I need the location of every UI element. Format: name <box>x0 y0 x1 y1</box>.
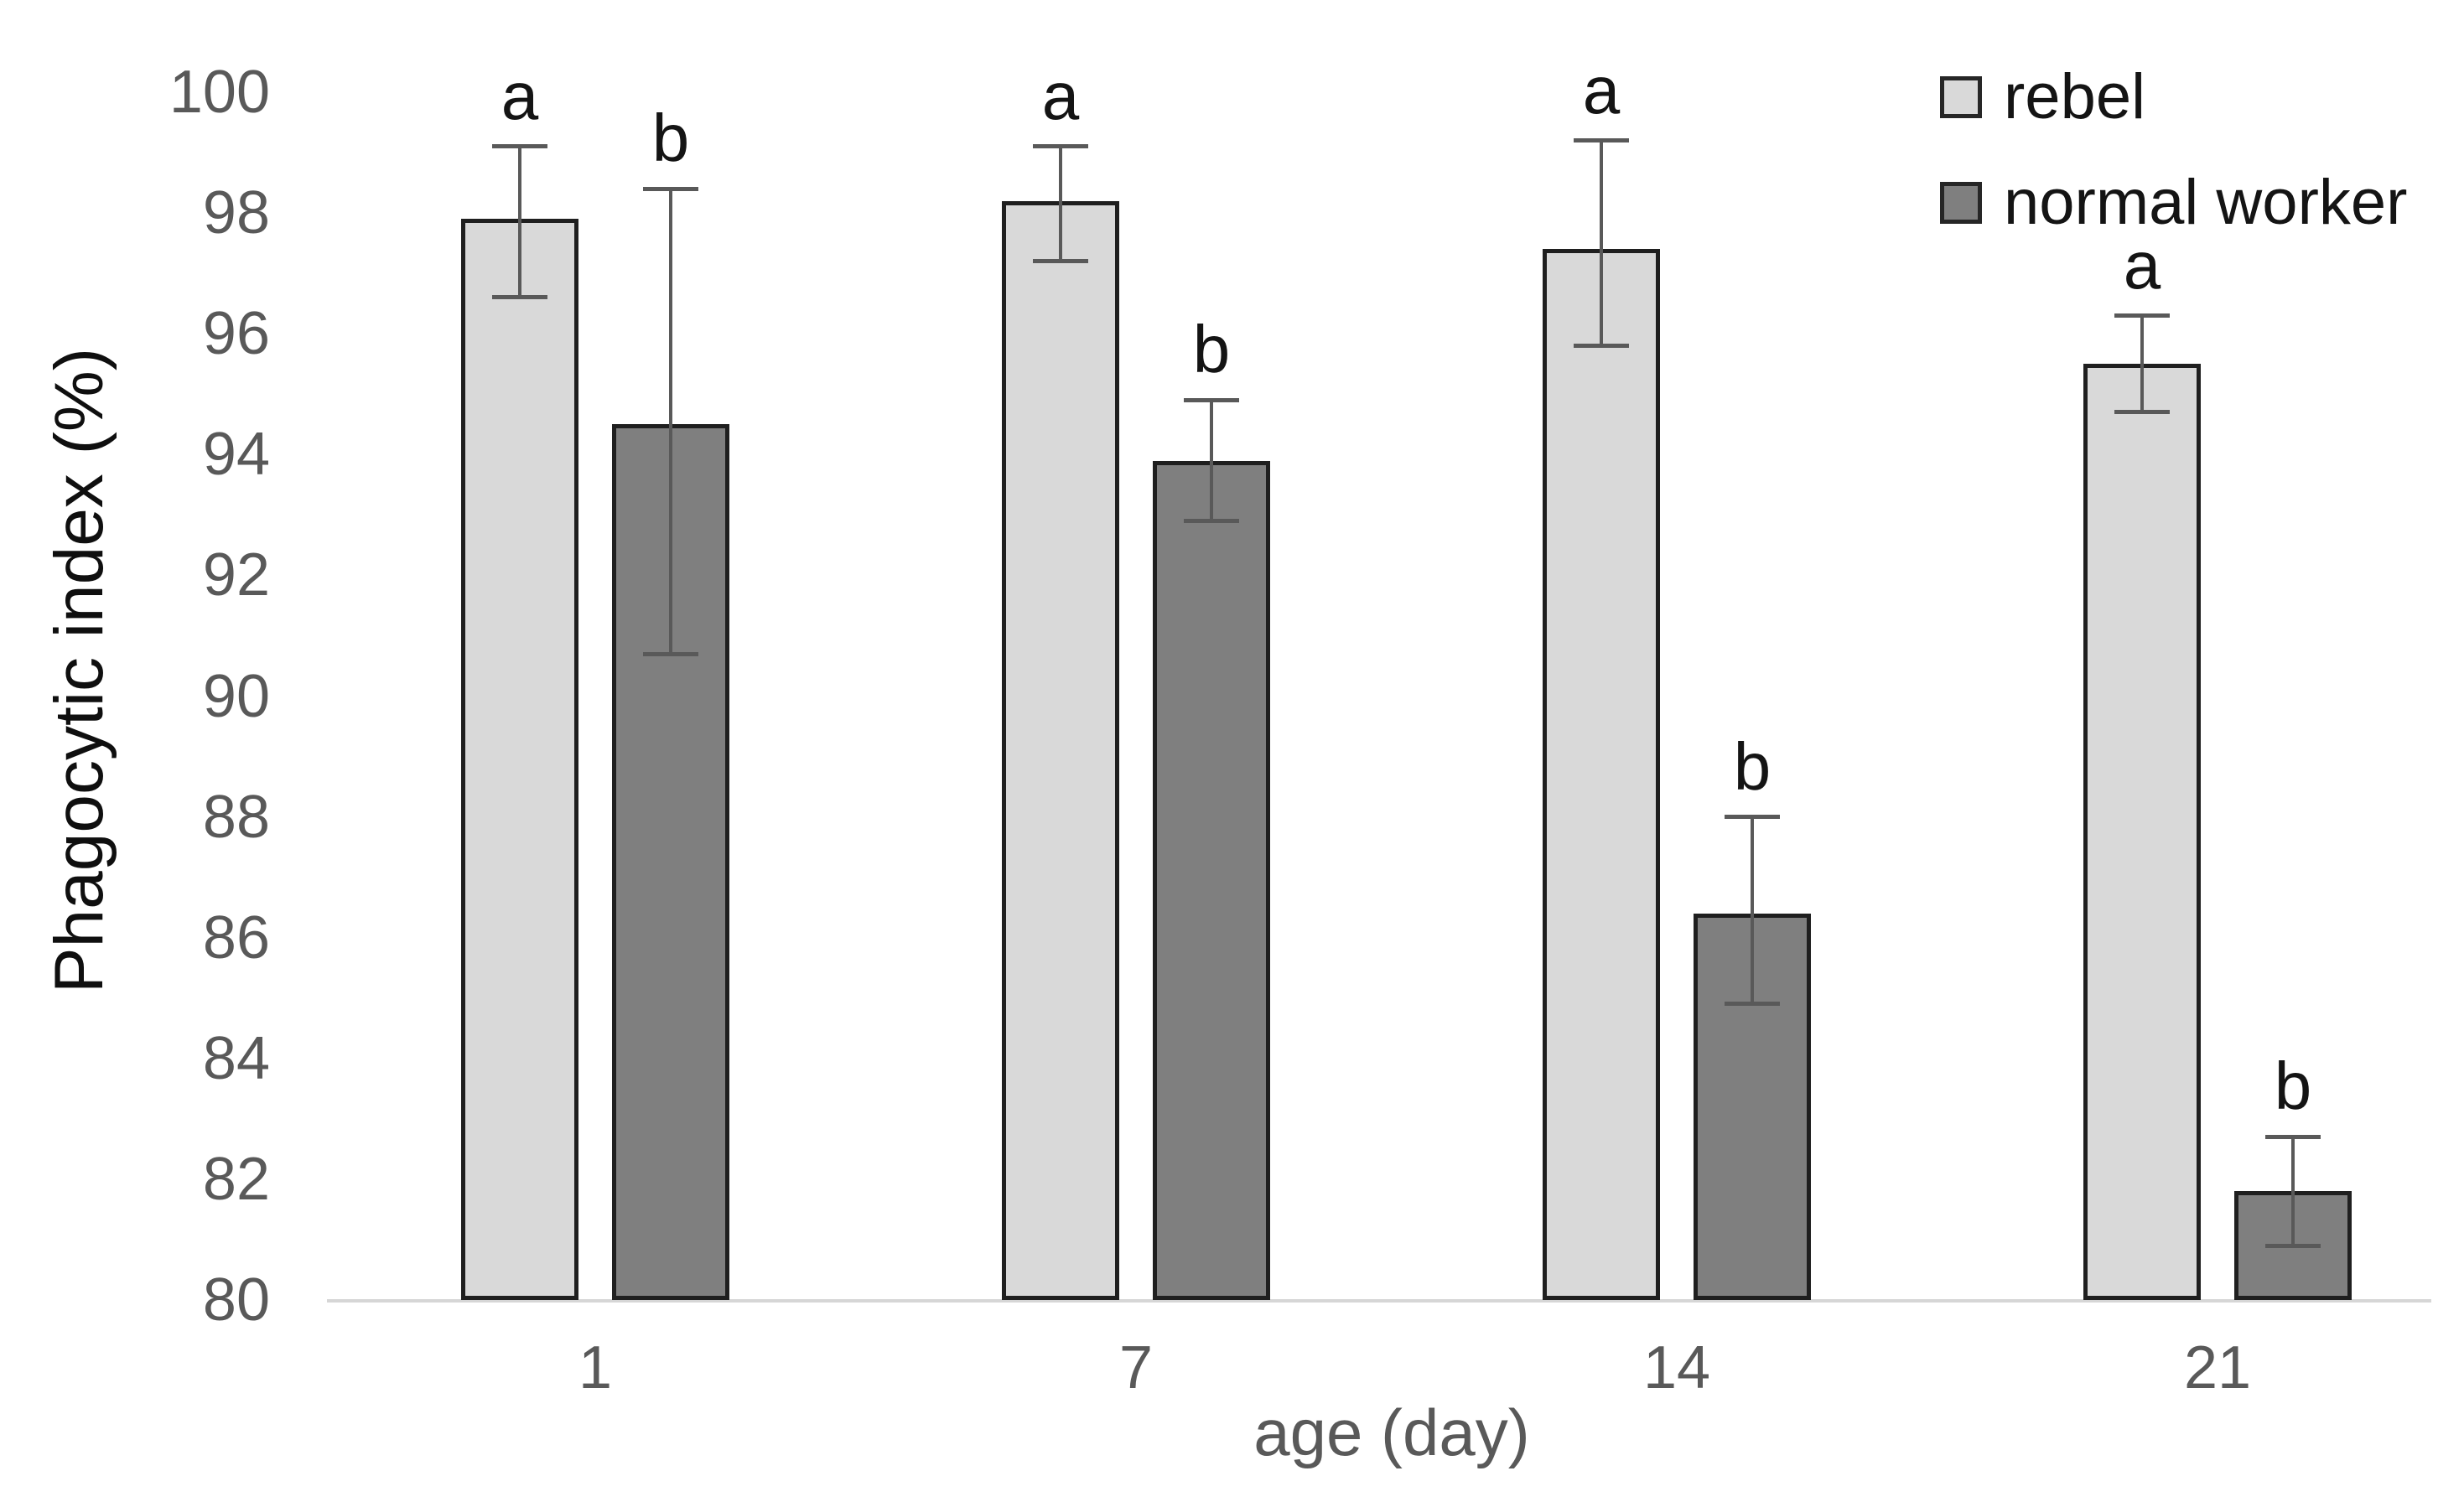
error-cap-bottom-rebel-age-21 <box>2114 410 2170 415</box>
sig-letter-rebel-age-21: a <box>2123 227 2161 303</box>
x-axis-line <box>327 1299 2431 1303</box>
error-cap-bottom-normal-worker-age-21 <box>2265 1243 2321 1248</box>
error-cap-bottom-normal-worker-age-14 <box>1725 1002 1780 1007</box>
y-tick-label: 94 <box>202 421 270 489</box>
error-bar-normal-worker-age-14 <box>1751 816 1754 1004</box>
y-tick-label: 92 <box>202 541 270 609</box>
sig-letter-rebel-age-7: a <box>1041 58 1080 133</box>
error-cap-bottom-rebel-age-14 <box>1574 344 1629 349</box>
x-tick-label: 7 <box>1118 1334 1154 1401</box>
error-cap-bottom-normal-worker-age-1 <box>643 651 698 656</box>
error-bar-rebel-age-21 <box>2140 315 2144 412</box>
bar-rebel-age-21 <box>2083 364 2201 1300</box>
y-tick-label: 96 <box>202 300 270 368</box>
sig-letter-rebel-age-14: a <box>1582 52 1621 127</box>
legend-item-rebel: rebel <box>1940 60 2145 133</box>
bar-rebel-age-7 <box>1002 200 1119 1300</box>
sig-letter-normal-worker-age-21: b <box>2274 1049 2312 1124</box>
legend-swatch-normal-worker <box>1940 181 1982 224</box>
error-cap-top-rebel-age-21 <box>2114 313 2170 319</box>
bar-rebel-age-1 <box>461 219 578 1300</box>
bar-normal-worker-age-7 <box>1153 460 1270 1300</box>
error-cap-bottom-rebel-age-1 <box>492 295 547 300</box>
error-cap-top-normal-worker-age-21 <box>2265 1134 2321 1139</box>
sig-letter-rebel-age-1: a <box>501 58 539 133</box>
x-axis-title: age (day) <box>1253 1396 1530 1469</box>
legend-label-normal-worker: normal worker <box>2004 167 2408 238</box>
error-cap-top-rebel-age-14 <box>1574 138 1629 143</box>
error-cap-bottom-normal-worker-age-7 <box>1184 519 1239 524</box>
error-cap-top-rebel-age-1 <box>492 144 547 149</box>
error-cap-bottom-rebel-age-7 <box>1033 259 1088 264</box>
error-cap-top-rebel-age-7 <box>1033 144 1088 149</box>
y-tick-label: 98 <box>202 179 270 247</box>
y-tick-label: 80 <box>202 1266 270 1334</box>
bar-rebel-age-14 <box>1543 249 1660 1300</box>
error-bar-normal-worker-age-21 <box>2291 1137 2295 1246</box>
error-cap-top-normal-worker-age-1 <box>643 186 698 191</box>
sig-letter-normal-worker-age-14: b <box>1733 728 1771 804</box>
legend-label-rebel: rebel <box>2004 61 2145 132</box>
error-bar-rebel-age-14 <box>1600 140 1603 346</box>
sig-letter-normal-worker-age-1: b <box>651 101 690 176</box>
y-tick-label: 86 <box>202 904 270 971</box>
legend-swatch-rebel <box>1940 75 1982 118</box>
error-cap-top-normal-worker-age-14 <box>1725 815 1780 820</box>
y-tick-label: 88 <box>202 783 270 851</box>
error-bar-normal-worker-age-7 <box>1210 400 1213 521</box>
error-cap-top-normal-worker-age-7 <box>1184 397 1239 402</box>
error-bar-rebel-age-1 <box>518 146 521 298</box>
y-tick-label: 82 <box>202 1145 270 1213</box>
y-tick-label: 90 <box>202 662 270 730</box>
x-tick-label: 1 <box>578 1334 613 1401</box>
x-tick-label: 21 <box>2183 1334 2252 1401</box>
error-bar-normal-worker-age-1 <box>669 189 672 655</box>
legend-item-normal-worker: normal worker <box>1940 166 2407 239</box>
y-tick-label: 100 <box>169 59 270 126</box>
y-tick-label: 84 <box>202 1024 270 1092</box>
sig-letter-normal-worker-age-7: b <box>1192 312 1231 387</box>
error-bar-rebel-age-7 <box>1059 146 1062 262</box>
x-tick-label: 14 <box>1642 1334 1711 1401</box>
